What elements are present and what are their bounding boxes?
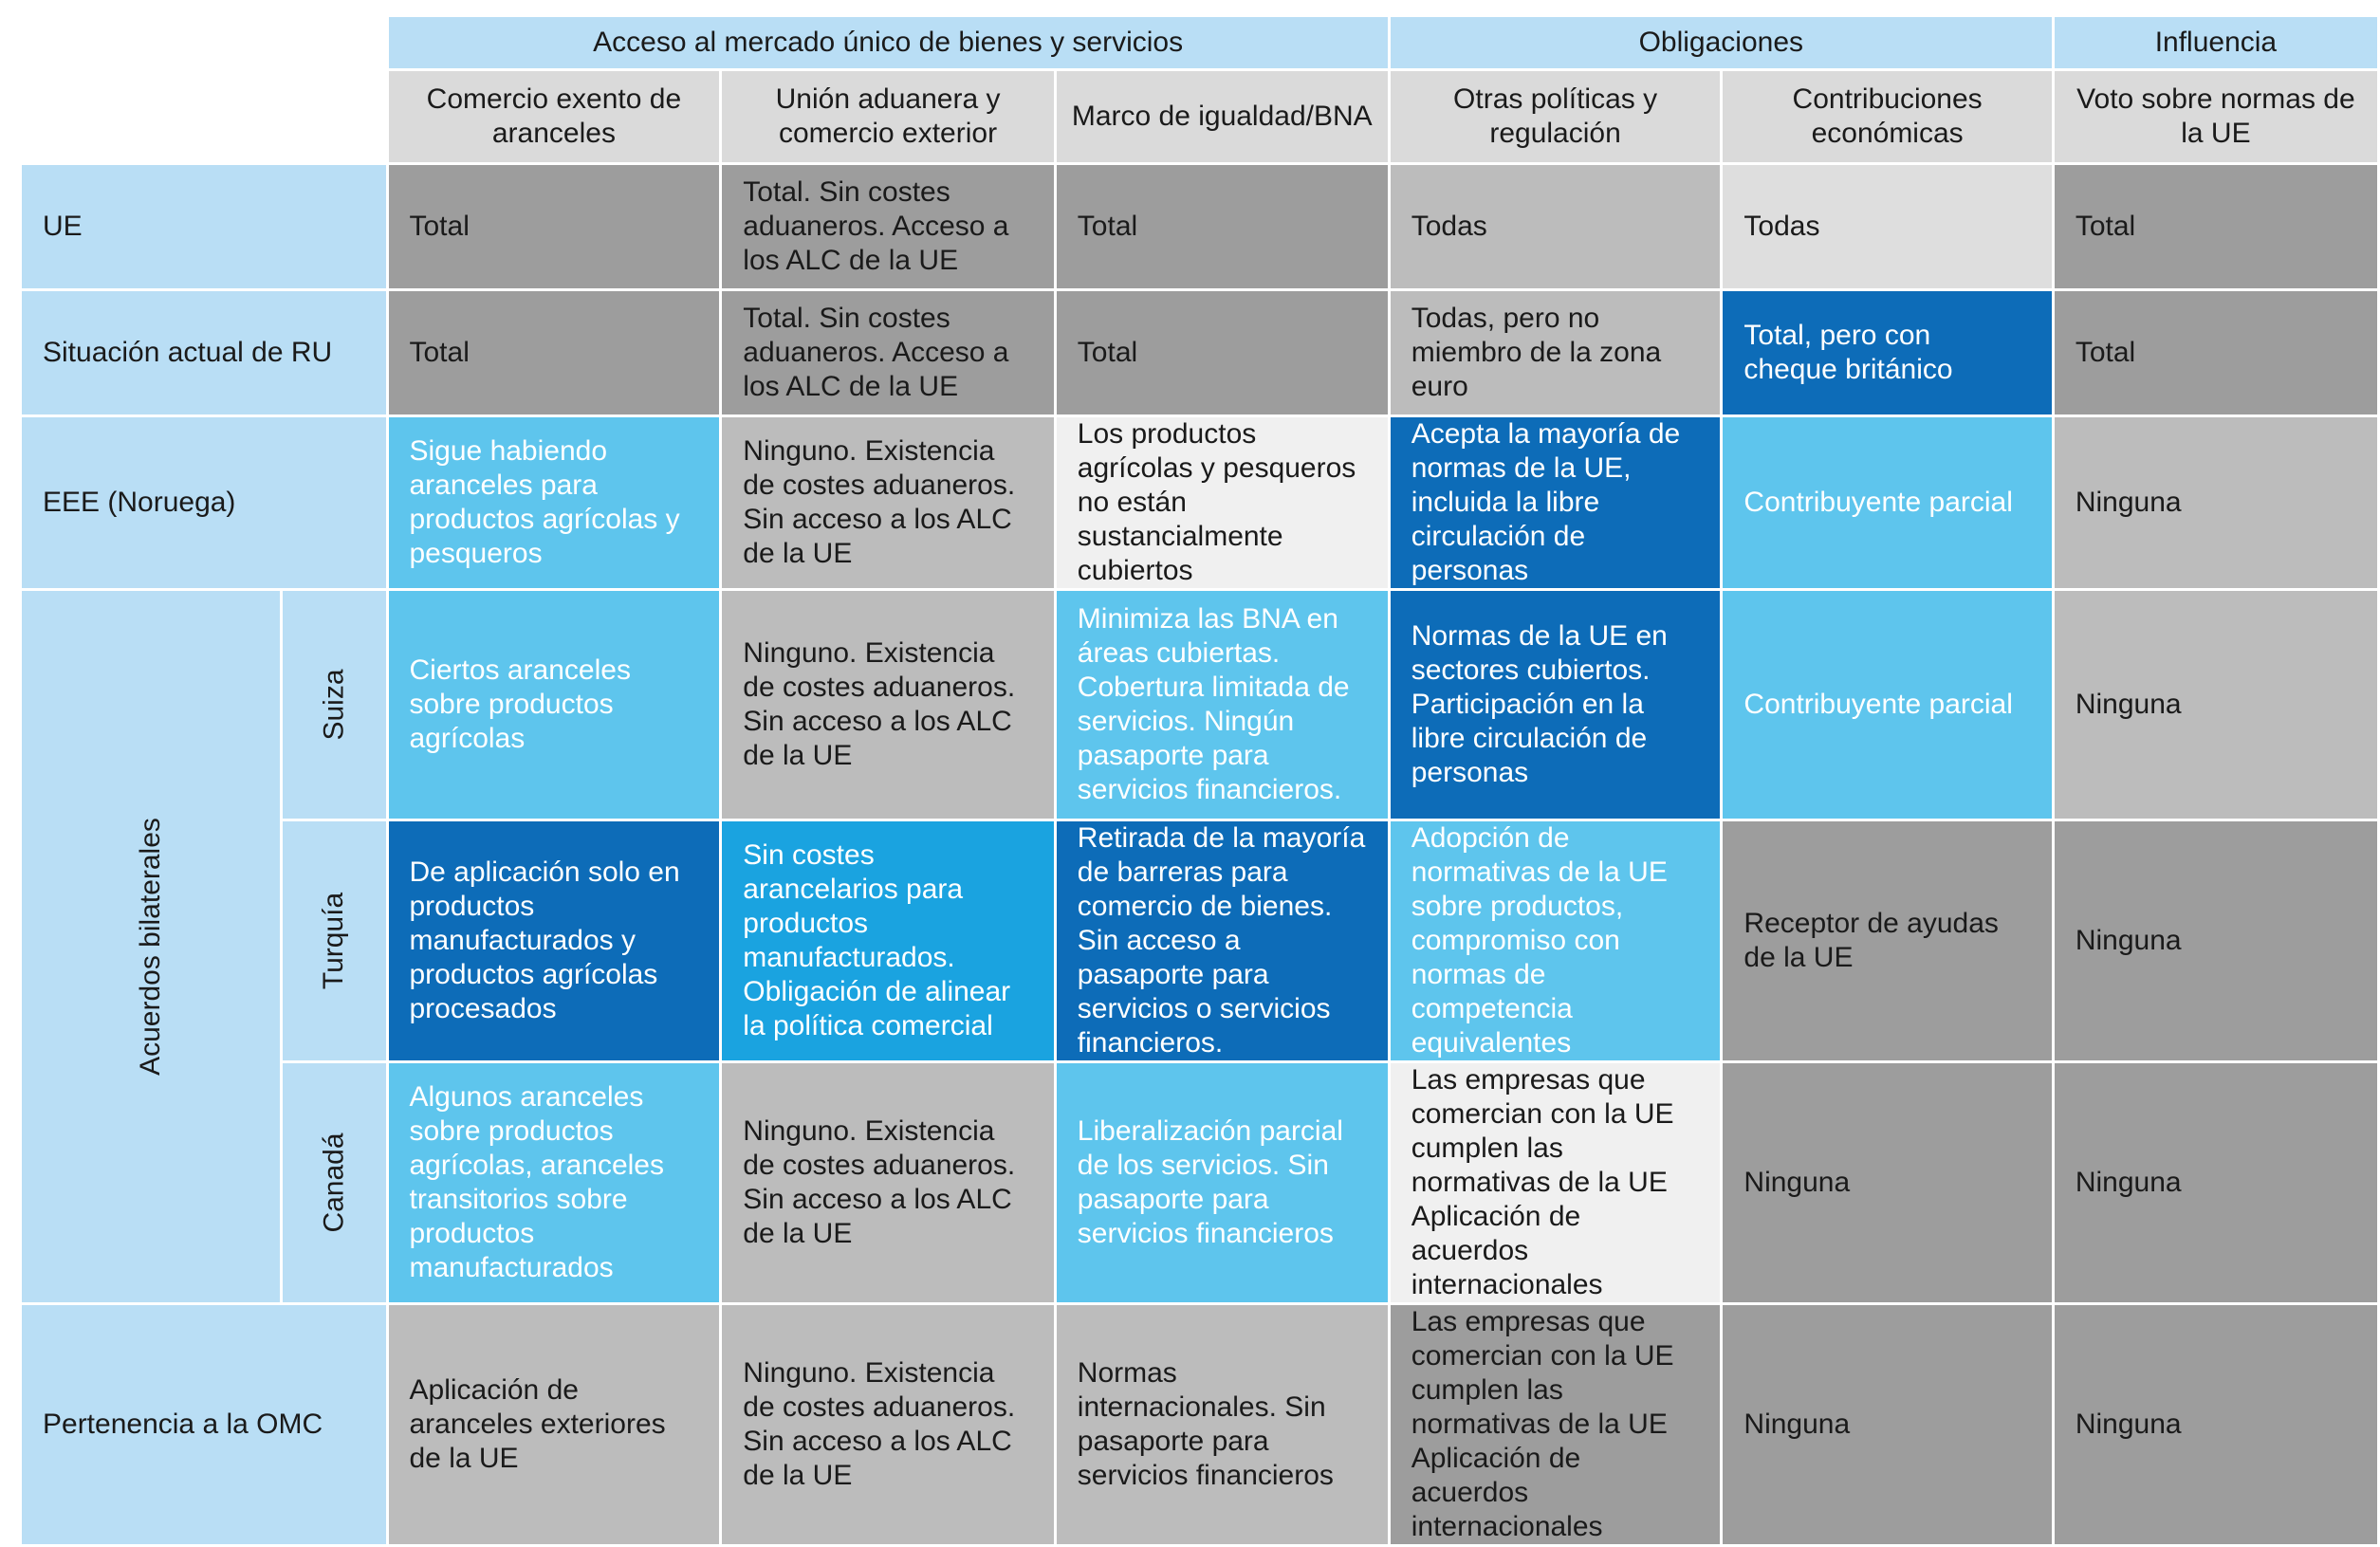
- column-header-tariff-free-trade: Comercio exento de aranceles: [385, 68, 723, 165]
- table-cell: Ninguna: [2051, 1302, 2380, 1547]
- table-cell: Minimiza las BNA en áreas cubiertas. Cob…: [1053, 588, 1391, 821]
- row-header-canada: Canadá: [279, 1060, 389, 1305]
- table-cell: Contribuyente parcial: [1720, 414, 2055, 591]
- table-cell: Ninguno. Existencia de costes aduaneros.…: [719, 414, 1057, 591]
- table-cell: Ninguna: [2051, 819, 2380, 1063]
- table-cell: Ninguno. Existencia de costes aduaneros.…: [719, 1060, 1057, 1305]
- table-cell: Acepta la mayoría de normas de la UE, in…: [1387, 414, 1724, 591]
- table-row-switzerland: Acuerdos bilaterales Suiza Ciertos aranc…: [19, 588, 2380, 1305]
- table-row-uk-current: Situación actual de RU Total Total. Sin …: [19, 288, 2380, 417]
- row-header-turkey: Turquía: [279, 819, 389, 1063]
- table-cell: Liberalización parcial de los servicios.…: [1053, 1060, 1391, 1305]
- table-cell: Adopción de normativas de la UE sobre pr…: [1387, 819, 1724, 1063]
- table-cell: Las empresas que comercian con la UE cum…: [1387, 1060, 1724, 1305]
- row-header-switzerland: Suiza: [279, 588, 389, 821]
- table-cell: Ninguna: [2051, 414, 2380, 591]
- table-row-ue: UE Total Total. Sin costes aduaneros. Ac…: [19, 162, 2380, 291]
- column-header-vote-on-rules: Voto sobre normas de la UE: [2051, 68, 2380, 165]
- table-cell: Todas, pero no miembro de la zona euro: [1387, 288, 1724, 417]
- row-group-bilateral-agreements: Acuerdos bilaterales: [19, 588, 283, 1305]
- table-cell: Sin costes arancelarios para productos m…: [719, 819, 1057, 1063]
- table-cell: Total: [2051, 162, 2380, 291]
- table-cell: Algunos aranceles sobre productos agríco…: [385, 1060, 723, 1305]
- group-header-influence: Influencia: [2051, 14, 2380, 71]
- column-header-customs-union: Unión aduanera y comercio exterior: [719, 68, 1057, 165]
- table-cell: Ninguno. Existencia de costes aduaneros.…: [719, 588, 1057, 821]
- table-row-eea-norway: EEE (Noruega) Sigue habiendo aranceles p…: [19, 414, 2380, 591]
- table-cell: Todas: [1720, 162, 2055, 291]
- table-row-canada: Canadá Algunos aranceles sobre productos…: [21, 1060, 2380, 1305]
- table-cell: De aplicación solo en productos manufact…: [385, 819, 723, 1063]
- table-row-wto: Pertenencia a la OMC Aplicación de aranc…: [19, 1302, 2380, 1547]
- table-cell: Ninguno. Existencia de costes aduaneros.…: [719, 1302, 1057, 1547]
- group-header-obligations: Obligaciones: [1387, 14, 2055, 71]
- table-cell: Ciertos aranceles sobre productos agríco…: [385, 588, 723, 821]
- table-cell: Ninguna: [1720, 1302, 2055, 1547]
- column-header-row: Comercio exento de aranceles Unión aduan…: [21, 68, 2380, 165]
- row-header-uk-current: Situación actual de RU: [19, 288, 389, 417]
- table-cell: Ninguna: [1720, 1060, 2055, 1305]
- table-cell: Total: [1053, 162, 1391, 291]
- bilateral-agreements-label: Acuerdos bilaterales: [134, 818, 166, 1076]
- column-header-other-policies: Otras políticas y regulación: [1387, 68, 1724, 165]
- table-cell: Receptor de ayudas de la UE: [1720, 819, 2055, 1063]
- table-cell: Normas internacionales. Sin pasaporte pa…: [1053, 1302, 1391, 1547]
- table-cell: Ninguna: [2051, 588, 2380, 821]
- table-cell: Total: [2051, 288, 2380, 417]
- group-header-market-access: Acceso al mercado único de bienes y serv…: [385, 14, 1391, 71]
- table-cell: Total: [385, 288, 723, 417]
- table-cell: Todas: [1387, 162, 1724, 291]
- comparison-table: Acceso al mercado único de bienes y serv…: [19, 14, 2380, 1547]
- table-cell: Total, pero con cheque británico: [1720, 288, 2055, 417]
- row-header-wto: Pertenencia a la OMC: [19, 1302, 389, 1547]
- table-cell: Los productos agrícolas y pesqueros no e…: [1053, 414, 1391, 591]
- table-cell: Total. Sin costes aduaneros. Acceso a lo…: [719, 288, 1057, 417]
- corner-cell: [19, 14, 389, 165]
- table-cell: Contribuyente parcial: [1720, 588, 2055, 821]
- row-header-switzerland-label: Suiza: [318, 669, 350, 741]
- table-cell: Retirada de la mayoría de barreras para …: [1053, 819, 1391, 1063]
- group-header-row: Acceso al mercado único de bienes y serv…: [19, 14, 2380, 165]
- table-cell: Normas de la UE en sectores cubiertos. P…: [1387, 588, 1724, 821]
- table-cell: Sigue habiendo aranceles para productos …: [385, 414, 723, 591]
- table-cell: Total. Sin costes aduaneros. Acceso a lo…: [719, 162, 1057, 291]
- table-cell: Total: [1053, 288, 1391, 417]
- table-cell: Total: [385, 162, 723, 291]
- comparison-table-wrapper: Acceso al mercado único de bienes y serv…: [19, 14, 2380, 1547]
- column-header-economic-contributions: Contribuciones económicas: [1720, 68, 2055, 165]
- table-cell: Aplicación de aranceles exteriores de la…: [385, 1302, 723, 1547]
- row-header-canada-label: Canadá: [318, 1133, 350, 1233]
- row-header-turkey-label: Turquía: [318, 892, 350, 990]
- table-cell: Ninguna: [2051, 1060, 2380, 1305]
- column-header-level-playing-field: Marco de igualdad/BNA: [1053, 68, 1391, 165]
- table-row-turkey: Turquía De aplicación solo en productos …: [21, 819, 2380, 1063]
- table-cell: Las empresas que comercian con la UE cum…: [1387, 1302, 1724, 1547]
- row-header-ue: UE: [19, 162, 389, 291]
- row-header-eea-norway: EEE (Noruega): [19, 414, 389, 591]
